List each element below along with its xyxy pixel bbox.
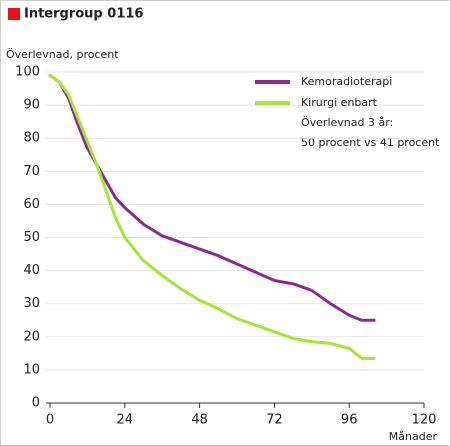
y-axis-label: Överlevnad, procent <box>6 48 119 61</box>
y-tick-label: 10 <box>23 362 40 377</box>
y-tick-label: 90 <box>23 98 40 113</box>
x-tick-label: 120 <box>412 413 437 428</box>
y-tick-label: 60 <box>23 197 40 212</box>
legend-label: Kirurgi enbart <box>301 96 378 109</box>
x-tick-label: 48 <box>191 413 208 428</box>
x-tick-label: 24 <box>117 413 134 428</box>
chart-title: Intergroup 0116 <box>24 7 143 22</box>
legend-label: Kemoradioterapi <box>301 75 392 88</box>
x-tick-label: 72 <box>266 413 283 428</box>
y-tick-label: 30 <box>23 296 40 311</box>
y-tick-label: 50 <box>23 230 40 245</box>
y-tick-label: 40 <box>23 263 40 278</box>
x-tick-label: 96 <box>341 413 358 428</box>
annotation: Överlevnad 3 år: <box>301 116 393 129</box>
series-line <box>48 73 376 360</box>
y-tick-label: 0 <box>32 396 40 411</box>
series-line <box>48 73 376 322</box>
x-tick-label: 0 <box>46 413 54 428</box>
title-marker <box>8 8 20 20</box>
x-axis-label: Månader <box>389 430 438 443</box>
annotation: 50 procent vs 41 procent <box>301 136 440 149</box>
y-tick-label: 20 <box>23 329 40 344</box>
y-tick-label: 80 <box>23 131 40 146</box>
y-tick-label: 100 <box>15 65 40 80</box>
y-tick-label: 70 <box>23 164 40 179</box>
